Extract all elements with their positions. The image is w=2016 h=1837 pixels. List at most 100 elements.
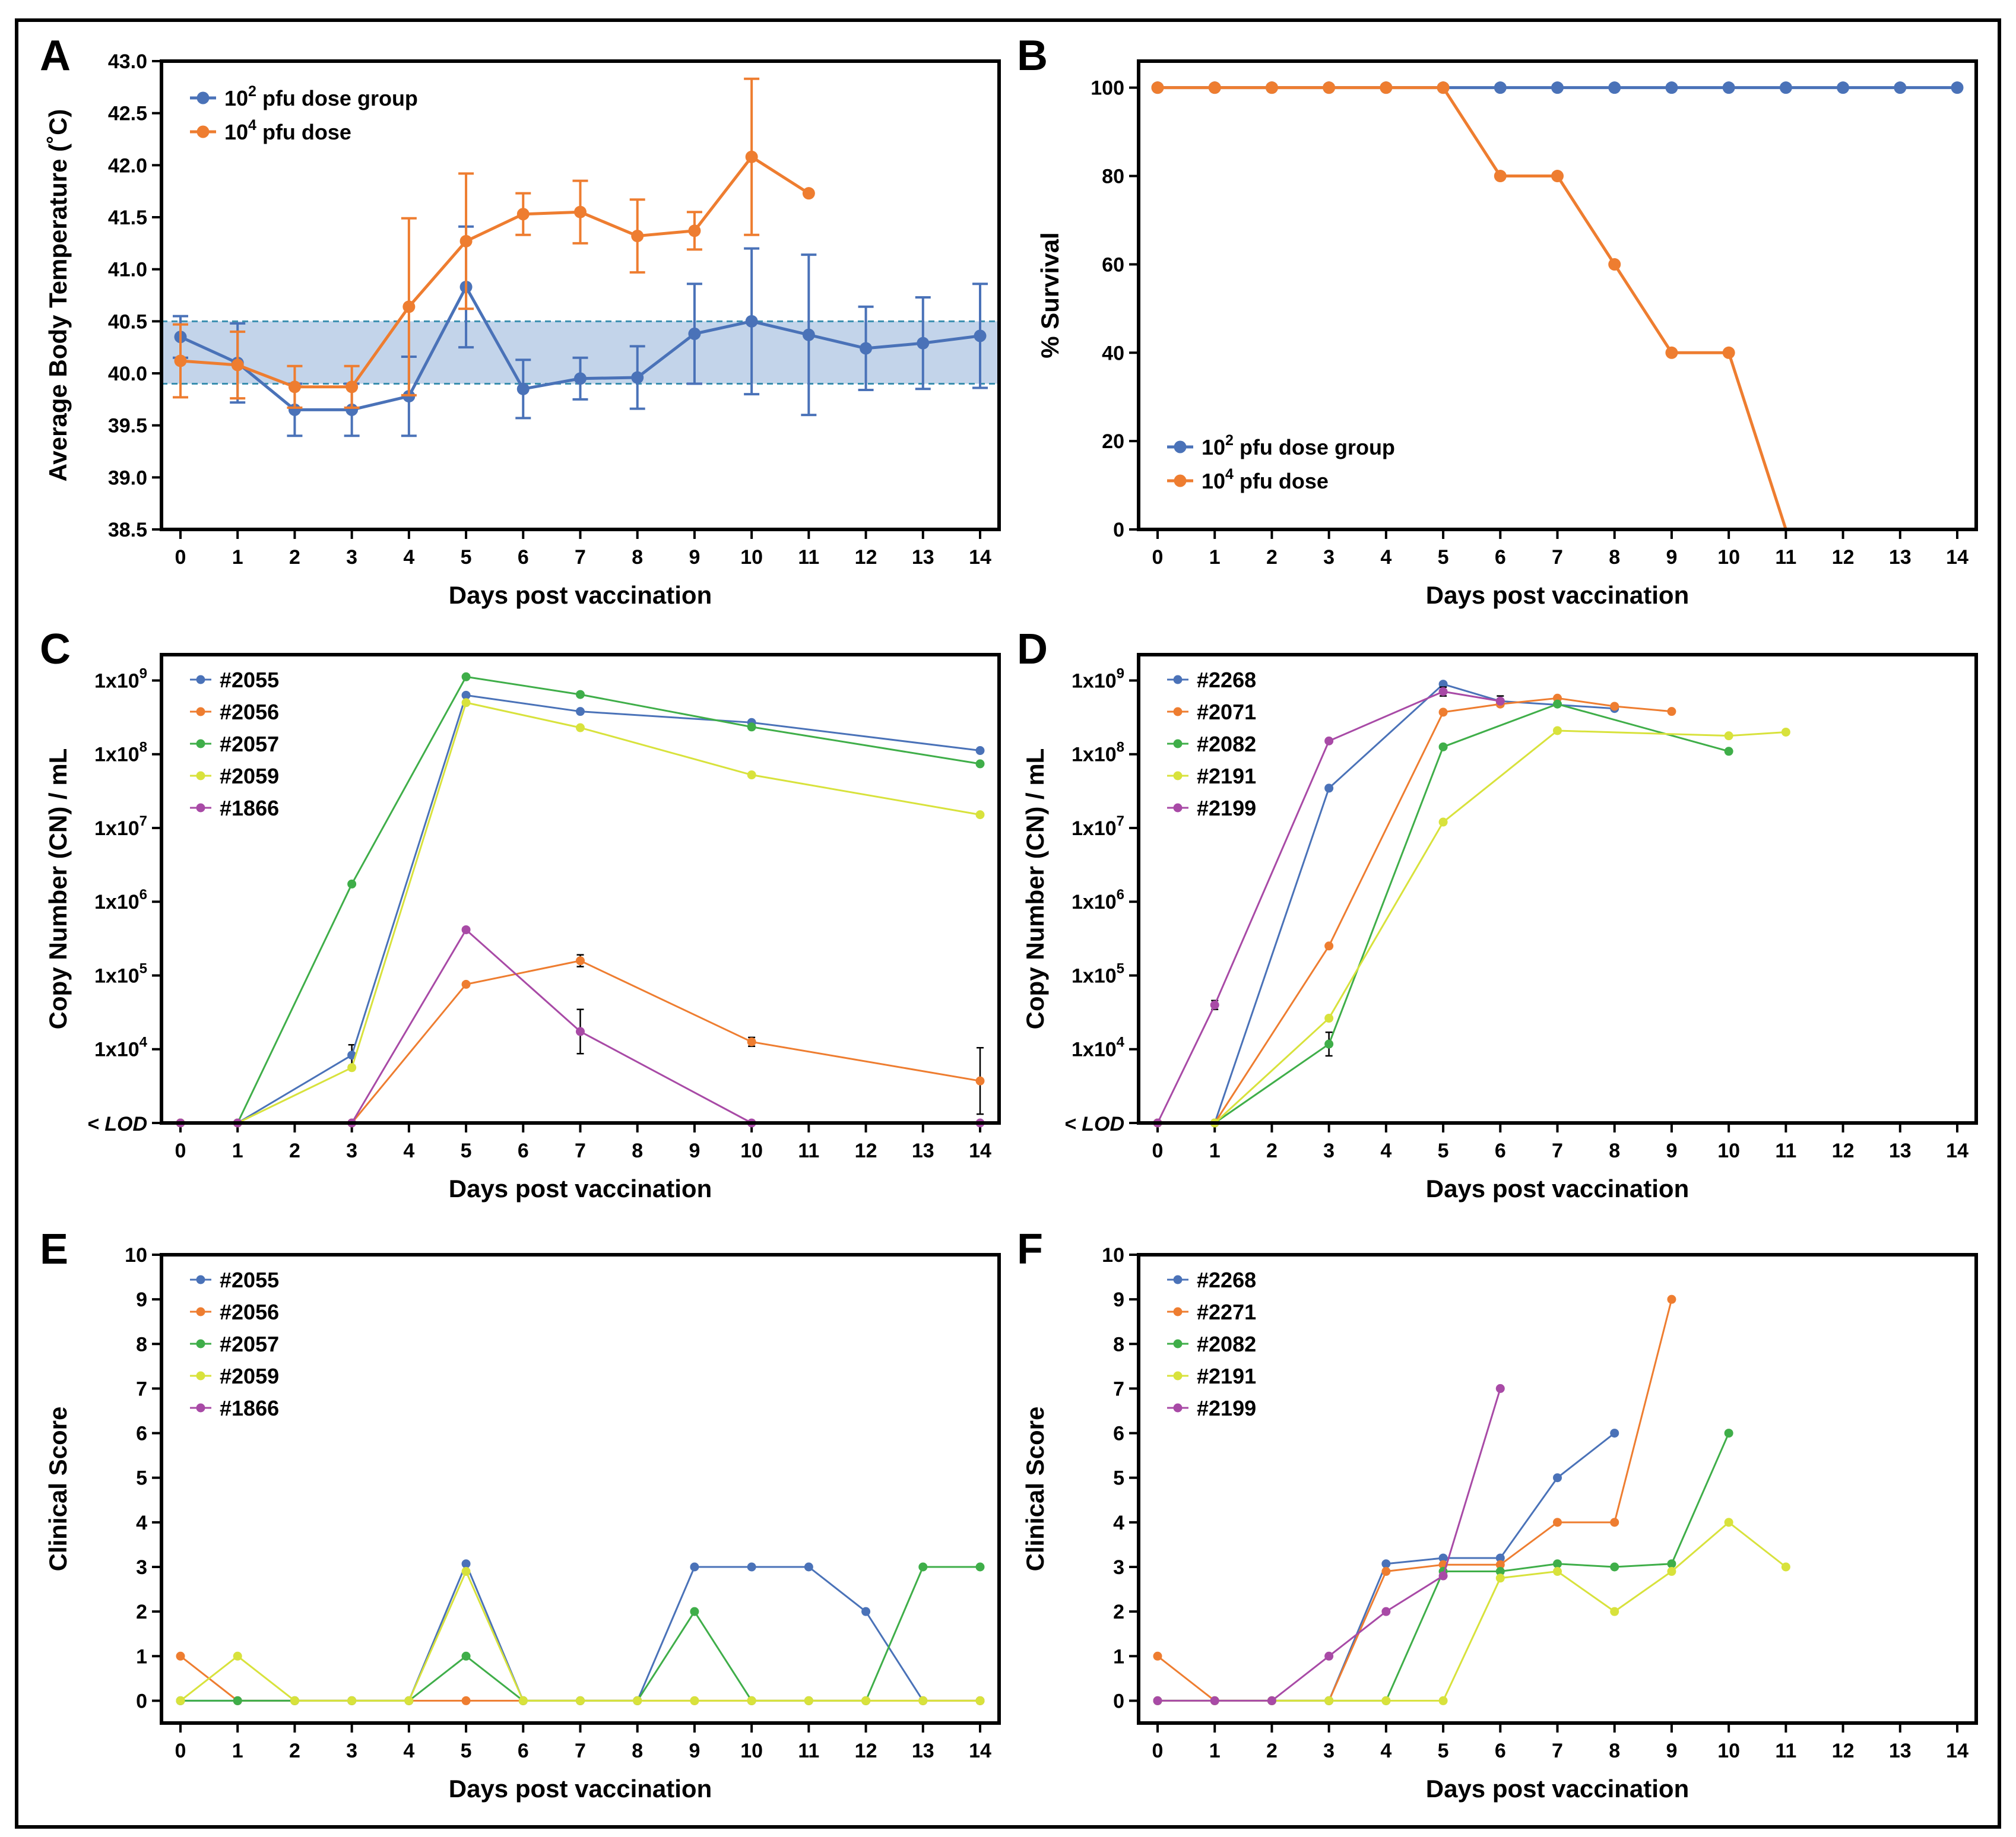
- chart-c-x-tick-label: 4: [403, 1140, 414, 1162]
- chart-a-x-tick-label: 12: [855, 546, 877, 569]
- chart-c-series-0-point: [576, 707, 585, 716]
- chart-b-series-0-point: [1837, 81, 1850, 94]
- chart-c-series-4-point: [461, 925, 471, 934]
- chart-e-x-tick-label: 11: [798, 1740, 819, 1762]
- chart-f-series-4-point: [1495, 1384, 1505, 1393]
- chart-f-series-4-point: [1381, 1607, 1391, 1616]
- chart-f-series-3-point: [1781, 1562, 1790, 1572]
- chart-e-series-3-point: [347, 1696, 357, 1705]
- chart-b-series-0-point: [1551, 81, 1564, 94]
- chart-a-x-tick-label: 13: [912, 546, 934, 569]
- chart-e-legend-label-4: #1866: [220, 1396, 279, 1420]
- chart-c-x-tick-label: 3: [346, 1140, 357, 1162]
- chart-b-y-tick-label: 80: [1102, 166, 1124, 188]
- chart-b-x-tick-label: 3: [1323, 546, 1335, 569]
- chart-e-y-axis-title: Clinical Score: [44, 1407, 72, 1572]
- chart-d-x-tick-label: 9: [1666, 1140, 1677, 1162]
- chart-d-series-3-point: [1324, 1014, 1334, 1023]
- chart-e-y-tick-label: 4: [136, 1512, 147, 1534]
- chart-a-series-1-point: [516, 208, 530, 221]
- chart-d-x-tick-label: 4: [1380, 1140, 1391, 1162]
- chart-b-series-1-point: [1208, 81, 1221, 94]
- chart-a-series-1-point: [174, 354, 187, 367]
- chart-e-series-3-point: [233, 1651, 242, 1661]
- chart-d-legend-marker-3: [1173, 771, 1183, 781]
- chart-e-series-3-point: [633, 1696, 642, 1705]
- chart-d-series-3-point: [1724, 731, 1733, 741]
- chart-d-legend: #2268 #2071 #2082 #2191 #2199: [1167, 668, 1256, 820]
- chart-b-x-tick-label: 4: [1380, 546, 1391, 569]
- chart-f-x-tick-label: 10: [1717, 1740, 1740, 1762]
- chart-a-x-tick-label: 2: [289, 546, 300, 569]
- chart-c-legend-label-3: #2059: [220, 764, 279, 788]
- chart-e-y-tick-label: 2: [136, 1601, 147, 1623]
- chart-c-series-2-point: [975, 759, 985, 769]
- chart-e-series-2-point: [233, 1696, 242, 1705]
- chart-a: A0 1 2 3 4 5 6 7 8 9 10 11 12 13 1438.539.039.540.040.…: [40, 32, 1001, 609]
- chart-a-y-tick-label: 40.0: [108, 363, 147, 385]
- chart-c-x-tick-label: 10: [740, 1140, 763, 1162]
- chart-a-series-1-point: [288, 380, 301, 394]
- chart-f-series-2-point: [1667, 1559, 1676, 1569]
- chart-a-y-tick-label: 40.5: [108, 310, 147, 333]
- chart-d-x-tick-label: 1: [1209, 1140, 1221, 1162]
- chart-f-series-4-point: [1267, 1696, 1276, 1705]
- chart-e-y-tick-label: 10: [125, 1244, 147, 1267]
- chart-a-y-axis-title: Average Body Temperature (˚C): [44, 109, 72, 482]
- chart-f-series-1-point: [1153, 1651, 1162, 1661]
- chart-d-x-tick-label: 11: [1775, 1140, 1796, 1162]
- chart-f-x-tick-label: 13: [1889, 1740, 1912, 1762]
- chart-a-series-1-point: [459, 234, 473, 248]
- chart-c-y-tick-label: 1x106: [94, 887, 147, 913]
- chart-b-y-tick-label: 40: [1102, 342, 1124, 364]
- chart-b-legend-marker-0: [1174, 440, 1187, 453]
- chart-e-series-0-point: [461, 1559, 471, 1569]
- chart-a-y-tick-label: 42.5: [108, 103, 147, 125]
- chart-a-series-0-point: [974, 329, 987, 342]
- chart-d-legend-marker-4: [1173, 803, 1183, 813]
- chart-a-x-tick-label: 6: [518, 546, 529, 569]
- chart-e-x-tick-label: 3: [346, 1740, 357, 1762]
- chart-b-x-tick-label: 9: [1666, 546, 1677, 569]
- chart-d-letter: D: [1017, 626, 1048, 673]
- chart-b-x-tick-label: 13: [1889, 546, 1912, 569]
- chart-c-y-tick-label: 1x107: [94, 813, 147, 840]
- chart-c-legend-label-1: #2056: [220, 700, 279, 724]
- chart-a-series-1-point: [574, 205, 587, 218]
- chart-a-x-tick-label: 11: [798, 546, 819, 569]
- chart-d-y-tick-label: 1x107: [1072, 813, 1124, 840]
- chart-f-legend-label-0: #2268: [1197, 1268, 1256, 1292]
- chart-a-x-tick-label: 1: [232, 546, 243, 569]
- chart-d-series-1-point: [1438, 707, 1448, 717]
- chart-a-x-tick-label: 8: [632, 546, 643, 569]
- chart-e-x-tick-label: 0: [175, 1740, 186, 1762]
- chart-f-x-tick-label: 6: [1495, 1740, 1506, 1762]
- chart-b-y-tick-label: 60: [1102, 253, 1124, 276]
- chart-d-x-tick-label: 13: [1889, 1140, 1912, 1162]
- chart-c-lod-label: < LOD: [87, 1113, 147, 1135]
- chart-f-frame: [1137, 1253, 1978, 1725]
- chart-c-x-tick-label: 9: [689, 1140, 700, 1162]
- chart-e-y-tick-label: 8: [136, 1333, 147, 1356]
- chart-d-x-tick-label: 2: [1266, 1140, 1278, 1162]
- chart-d-y-tick-label: 1x108: [1072, 740, 1124, 766]
- chart-f-series-1-point: [1553, 1518, 1562, 1527]
- chart-b-series-1-point: [1551, 170, 1564, 183]
- chart-f-x-tick-label: 0: [1152, 1740, 1164, 1762]
- chart-b-series-1-point: [1494, 170, 1507, 183]
- chart-f-series-3-point: [1324, 1696, 1334, 1705]
- chart-c-x-tick-label: 1: [232, 1140, 243, 1162]
- chart-f-y-tick-label: 1: [1113, 1645, 1124, 1668]
- chart-b-series-0-point: [1665, 81, 1678, 94]
- chart-d-series-2-point: [1324, 1039, 1334, 1049]
- chart-d-x-tick-label: 6: [1495, 1140, 1506, 1162]
- chart-f-x-tick-label: 1: [1209, 1740, 1221, 1762]
- chart-b-series-1-point: [1151, 81, 1164, 94]
- chart-a-series-0-point: [745, 315, 758, 328]
- chart-a-letter: A: [40, 32, 71, 80]
- chart-f-series-0-point: [1381, 1559, 1391, 1569]
- chart-e-y-tick-label: 6: [136, 1423, 147, 1445]
- chart-e-legend-marker-2: [196, 1339, 205, 1349]
- chart-d-x-axis-title: Days post vaccination: [1426, 1175, 1689, 1203]
